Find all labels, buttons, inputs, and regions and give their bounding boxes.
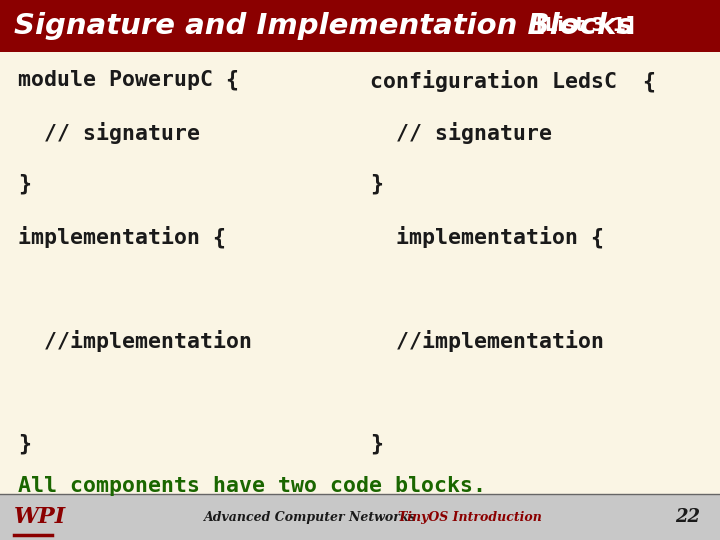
Text: }: } bbox=[370, 434, 383, 455]
Text: 22: 22 bbox=[675, 508, 700, 526]
Text: TinyOS Introduction: TinyOS Introduction bbox=[398, 510, 542, 523]
Text: configuration LedsC  {: configuration LedsC { bbox=[370, 70, 656, 92]
Text: Signature and Implementation Blocks: Signature and Implementation Blocks bbox=[14, 12, 634, 40]
Text: //implementation: //implementation bbox=[18, 330, 252, 352]
Text: implementation {: implementation { bbox=[370, 226, 604, 248]
Text: module PowerupC {: module PowerupC { bbox=[18, 70, 239, 91]
Bar bbox=[0, 494, 720, 540]
Bar bbox=[0, 0, 720, 52]
Text: [List 3.1]: [List 3.1] bbox=[536, 17, 635, 36]
Text: }: } bbox=[370, 174, 383, 194]
Text: implementation {: implementation { bbox=[18, 226, 226, 248]
Text: All components have two code blocks.: All components have two code blocks. bbox=[18, 476, 486, 496]
Text: // signature: // signature bbox=[18, 122, 200, 144]
Text: Advanced Computer Networks: Advanced Computer Networks bbox=[204, 510, 416, 523]
Text: //implementation: //implementation bbox=[370, 330, 604, 352]
Text: WPI: WPI bbox=[14, 506, 66, 528]
Text: // signature: // signature bbox=[370, 122, 552, 144]
Text: }: } bbox=[18, 174, 31, 194]
Text: }: } bbox=[18, 434, 31, 455]
